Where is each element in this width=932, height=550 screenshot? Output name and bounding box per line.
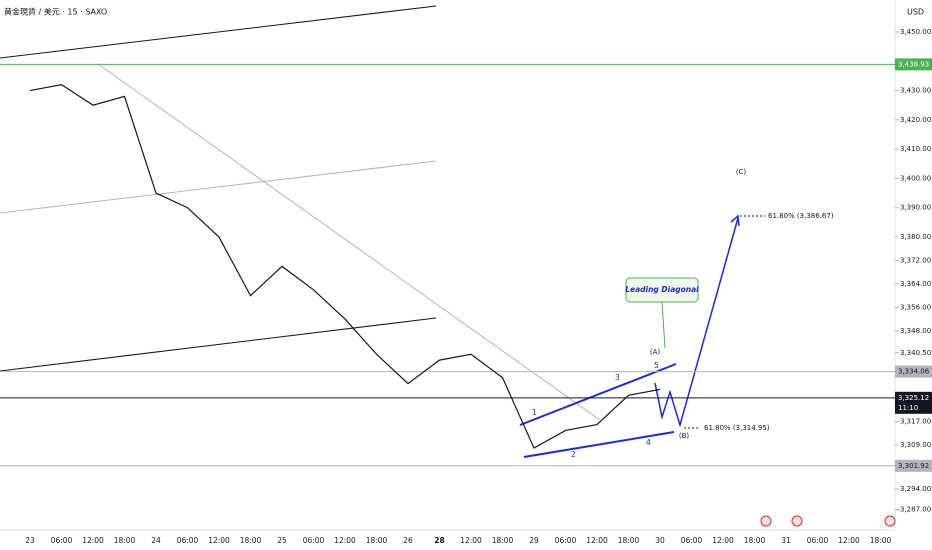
wave-label: (C) [736,168,747,176]
channel-line [0,160,437,214]
diagonal-line [519,363,677,426]
y-tick-label: 3,420.00 [900,116,931,124]
x-tick-label: 12:00 [208,536,230,545]
price-label-box [895,365,932,378]
callout-text: Leading Diagonal [625,285,699,294]
x-tick-label: 12:00 [586,536,608,545]
price-label: 3,301.92 [898,462,929,470]
x-tick-label: 06:00 [177,536,199,545]
x-tick-label: 28 [434,536,444,545]
x-tick-label: 06:00 [807,536,829,545]
event-icon[interactable] [760,515,772,527]
y-tick-label: 3,400.00 [900,174,931,182]
trend-line [97,63,601,421]
price-label-box [895,58,932,71]
y-tick-label: 3,287.00 [900,506,931,514]
x-tick-label: 30 [655,536,665,545]
wave-label: 3 [615,373,620,382]
x-tick-label: 12:00 [334,536,356,545]
y-tick-label: 3,356.00 [900,303,931,311]
fib-label: 61.80% (3,386.67) [768,212,834,220]
wave-label: 5 [654,361,659,370]
y-tick-label: 3,317.00 [900,418,931,426]
y-tick-label: 3,372.00 [900,256,931,264]
price-line-series [29,84,661,449]
x-tick-label: 18:00 [870,536,892,545]
event-icon[interactable] [791,515,803,527]
wave-label: 4 [646,438,651,447]
x-tick-label: 06:00 [303,536,325,545]
channel-line [0,5,437,59]
chart-title: 黄金現貨 / 美元 · 15 · SAXO [4,7,107,17]
x-tick-label: 23 [25,536,35,545]
price-label: 3,325.12 [898,394,929,402]
callout-pointer [661,301,666,349]
y-tick-label: 3,364.00 [900,280,931,288]
x-tick-label: 18:00 [240,536,262,545]
x-tick-label: 12:00 [712,536,734,545]
x-tick-label: 26 [403,536,413,545]
wave-label: 2 [571,450,576,459]
price-time: 11:10 [898,404,918,412]
arrow-head [730,214,740,227]
x-tick-label: 25 [277,536,287,545]
x-tick-label: 06:00 [51,536,73,545]
axis-title: USD [907,8,924,17]
wave-label: (A) [650,348,661,356]
wave-label: 1 [532,408,537,417]
x-tick-label: 18:00 [492,536,514,545]
x-tick-label: 24 [151,536,161,545]
event-icon[interactable] [884,515,896,527]
y-tick-label: 3,294.00 [900,485,931,493]
x-tick-label: 12:00 [460,536,482,545]
y-tick-label: 3,450.00 [900,28,931,36]
channel-line [0,317,437,372]
event-icons [760,515,896,527]
wave-label: (B) [679,432,690,440]
price-label-box [895,391,932,414]
x-tick-label: 06:00 [555,536,577,545]
price-label: 3,334.06 [898,368,930,376]
price-label-box [895,459,932,472]
x-tick-label: 12:00 [82,536,104,545]
wave-projection [654,217,739,428]
y-tick-label: 3,380.00 [900,233,931,241]
x-tick-label: 31 [781,536,791,545]
x-tick-label: 06:00 [681,536,703,545]
x-tick-label: 29 [529,536,539,545]
x-tick-label: 18:00 [366,536,388,545]
x-tick-label: 12:00 [838,536,860,545]
price-label: 3,438.93 [898,60,929,68]
y-tick-label: 3,348.00 [900,327,931,335]
fib-label: 61.80% (3,314.95) [704,424,770,432]
y-tick-label: 3,410.00 [900,145,931,153]
y-tick-label: 3,390.00 [900,204,931,212]
x-tick-label: 18:00 [114,536,136,545]
x-tick-label: 18:00 [618,536,640,545]
diagonal-line [523,431,675,458]
x-tick-label: 18:00 [744,536,766,545]
y-tick-label: 3,309.00 [900,441,931,449]
y-tick-label: 3,340.50 [900,349,931,357]
y-tick-label: 3,430.00 [900,87,931,95]
